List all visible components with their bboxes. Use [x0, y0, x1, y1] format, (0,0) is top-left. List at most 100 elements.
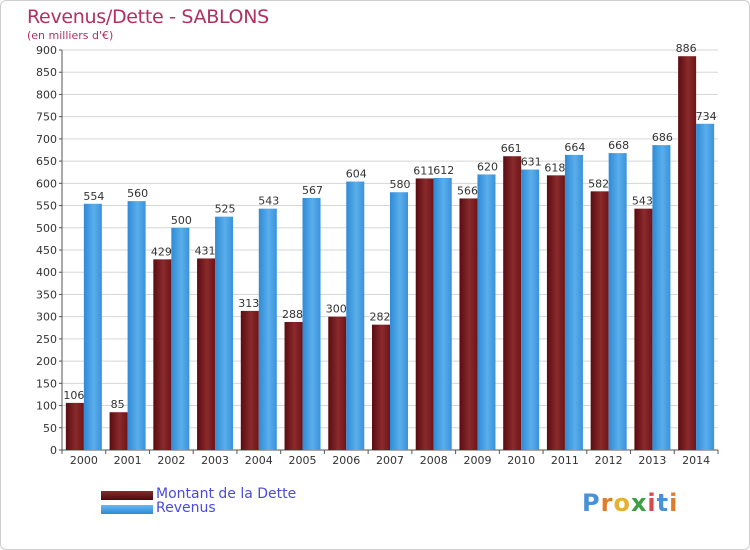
x-tick-label: 2008	[420, 454, 448, 467]
y-tick-label: 100	[36, 400, 57, 413]
bar-revenus	[477, 174, 496, 450]
x-tick-label: 2001	[114, 454, 142, 467]
data-label-revenus: 631	[521, 156, 542, 169]
data-label-revenus: 668	[608, 139, 629, 152]
data-label-dette: 566	[457, 184, 478, 197]
y-tick-label: 0	[50, 444, 57, 457]
data-label-dette: 582	[588, 177, 609, 190]
data-label-dette: 106	[63, 389, 84, 402]
logo-letter: x	[630, 489, 648, 517]
data-label-revenus: 612	[433, 164, 454, 177]
bar-revenus	[83, 203, 102, 450]
x-tick-label: 2010	[507, 454, 535, 467]
bar-revenus	[433, 178, 452, 450]
bar-revenus	[564, 154, 583, 450]
bar-revenus	[302, 198, 321, 450]
legend-label-dette: Montant de la Dette	[156, 486, 297, 502]
y-tick-label: 600	[36, 177, 57, 190]
bar-dette	[546, 175, 565, 451]
data-label-dette: 886	[676, 42, 697, 55]
data-label-dette: 85	[111, 398, 125, 411]
y-tick-label: 800	[36, 88, 57, 101]
bar-dette	[459, 198, 478, 450]
bar-dette	[328, 316, 347, 450]
data-label-dette: 661	[501, 142, 522, 155]
legend-swatch-revenus	[101, 505, 153, 514]
bar-revenus	[521, 169, 540, 451]
data-label-dette: 429	[151, 245, 172, 258]
data-label-revenus: 580	[390, 178, 411, 191]
x-tick-label: 2013	[638, 454, 666, 467]
bar-dette	[284, 322, 303, 450]
x-tick-label: 2004	[245, 454, 273, 467]
logo-letter: r	[600, 489, 614, 517]
x-tick-label: 2014	[682, 454, 710, 467]
logo-letter: P	[582, 489, 601, 517]
data-label-dette: 611	[413, 164, 434, 177]
axis-layer: 0 50 100 150 200 250 300 350 400 450 500 550 600 650 7…	[36, 44, 719, 467]
y-tick-label: 450	[36, 244, 57, 257]
y-tick-label: 400	[36, 266, 57, 279]
y-tick-label: 250	[36, 333, 57, 346]
data-label-revenus: 560	[127, 187, 148, 200]
y-tick-label: 350	[36, 288, 57, 301]
logo-letter: i	[669, 489, 679, 517]
logo-letter: t	[656, 489, 670, 517]
x-tick-label: 2005	[289, 454, 317, 467]
y-tick-label: 550	[36, 200, 57, 213]
legend-label-revenus: Revenus	[156, 500, 216, 516]
data-label-revenus: 686	[652, 131, 673, 144]
data-label-dette: 300	[326, 303, 347, 316]
bar-dette	[65, 402, 84, 450]
bar-dette	[153, 259, 172, 450]
data-label-revenus: 543	[258, 195, 279, 208]
y-tick-label: 650	[36, 155, 57, 168]
data-label-revenus: 734	[696, 110, 717, 123]
data-label-revenus: 554	[83, 190, 104, 203]
bar-dette	[503, 156, 522, 450]
data-label-revenus: 525	[215, 203, 236, 216]
data-label-dette: 618	[544, 161, 565, 174]
bar-revenus	[652, 145, 671, 450]
label-layer: 106 554 85 560 429 500 431 525 313 543 288 567 300 60…	[63, 42, 716, 411]
bar-revenus	[258, 208, 277, 450]
logo-letter: o	[613, 489, 631, 517]
data-label-revenus: 664	[564, 141, 585, 154]
data-label-dette: 288	[282, 308, 303, 321]
y-tick-label: 700	[36, 133, 57, 146]
bar-revenus	[608, 153, 627, 450]
y-tick-label: 750	[36, 111, 57, 124]
bar-revenus	[696, 123, 715, 451]
bar-revenus	[127, 201, 146, 450]
x-tick-label: 2012	[595, 454, 623, 467]
bar-revenus	[171, 227, 190, 450]
y-tick-label: 500	[36, 222, 57, 235]
x-tick-label: 2002	[157, 454, 185, 467]
bar-layer	[65, 56, 715, 451]
x-tick-label: 2006	[332, 454, 360, 467]
data-label-revenus: 604	[346, 168, 367, 181]
bar-dette	[415, 178, 434, 450]
y-tick-label: 300	[36, 311, 57, 324]
bar-dette	[590, 191, 609, 451]
x-tick-label: 2007	[376, 454, 404, 467]
bar-revenus	[390, 192, 408, 450]
data-label-revenus: 620	[477, 160, 498, 173]
bar-dette	[240, 310, 259, 450]
y-tick-label: 850	[36, 66, 57, 79]
bar-dette	[109, 412, 128, 450]
legend-swatch-dette	[101, 491, 153, 500]
bar-dette	[634, 208, 653, 450]
chart-subtitle: (en milliers d'€)	[27, 29, 114, 42]
y-tick-label: 50	[43, 422, 57, 435]
chart-title: Revenus/Dette - SABLONS	[27, 6, 269, 28]
y-tick-label: 150	[36, 377, 57, 390]
y-tick-label: 900	[36, 44, 57, 57]
data-label-revenus: 567	[302, 184, 323, 197]
data-label-dette: 313	[238, 297, 259, 310]
y-tick-label: 200	[36, 355, 57, 368]
data-label-dette: 543	[632, 195, 653, 208]
x-tick-label: 2003	[201, 454, 229, 467]
bar-dette	[678, 56, 697, 450]
bar-revenus	[346, 181, 365, 451]
